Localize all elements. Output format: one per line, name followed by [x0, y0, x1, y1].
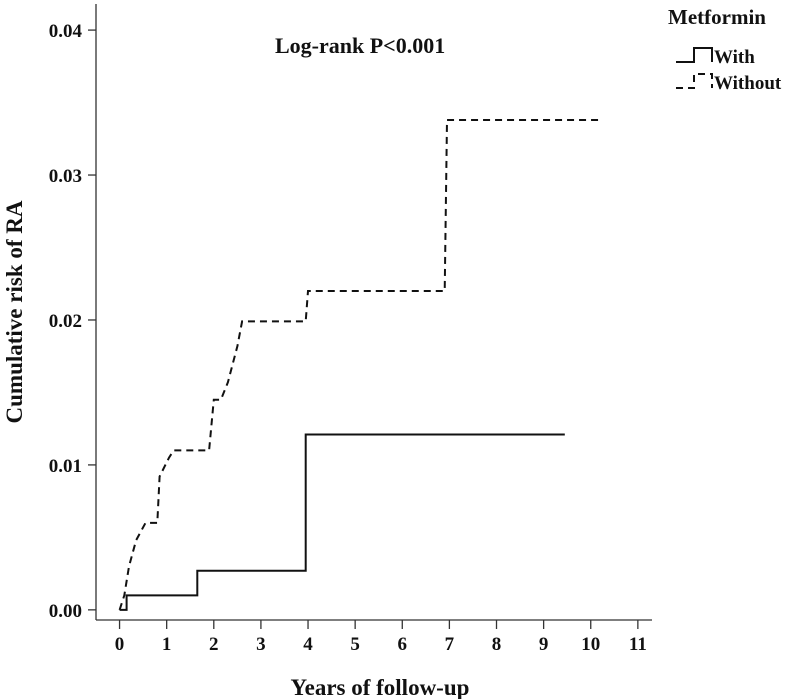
x-tick-label: 11 — [629, 634, 647, 655]
series-line-with — [119, 433, 565, 611]
legend-title: Metformin — [668, 5, 766, 29]
legend: Metformin With Without — [668, 5, 782, 94]
legend-symbol-without — [676, 73, 713, 89]
x-tick-label: 8 — [492, 634, 502, 655]
legend-label-without: Without — [714, 73, 782, 94]
x-tick-label: 7 — [445, 634, 455, 655]
x-tick-label: 6 — [398, 634, 408, 655]
logrank-annotation: Log-rank P<0.001 — [275, 33, 445, 58]
y-tick-label: 0.01 — [49, 456, 82, 477]
legend-label-with: With — [714, 47, 755, 68]
x-axis-title: Years of follow-up — [291, 675, 470, 699]
y-tick-label: 0.03 — [49, 166, 82, 187]
x-tick-label: 4 — [303, 634, 313, 655]
y-axis-title: Cumulative risk of RA — [2, 200, 27, 423]
x-tick-label: 3 — [256, 634, 266, 655]
x-tick-label: 5 — [350, 634, 360, 655]
y-tick-label: 0.04 — [49, 21, 83, 42]
y-tick-label: 0.02 — [49, 311, 82, 332]
x-tick-label: 0 — [115, 634, 125, 655]
y-tick-label: 0.00 — [49, 601, 82, 622]
series-line-without — [118, 119, 601, 611]
x-tick-label: 2 — [209, 634, 219, 655]
x-tick-label: 10 — [581, 634, 600, 655]
x-tick-label: 9 — [539, 634, 549, 655]
legend-symbol-with — [676, 47, 713, 63]
x-tick-label: 1 — [162, 634, 172, 655]
